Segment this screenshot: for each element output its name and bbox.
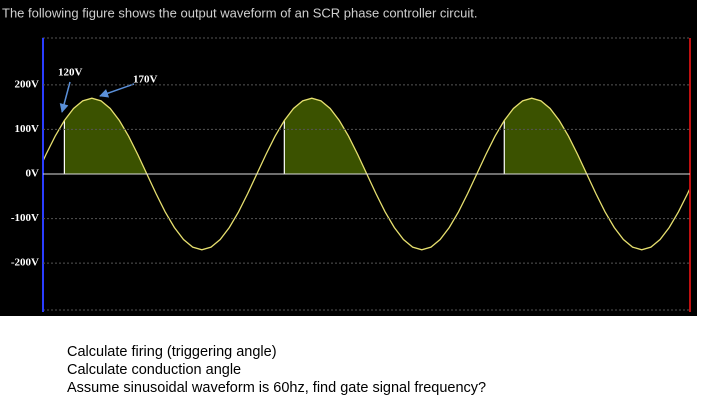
arrow: [99, 83, 135, 98]
conduction-region: [504, 98, 587, 174]
y-tick-label: 0V: [26, 168, 40, 180]
conduction-region: [284, 98, 367, 174]
y-tick-label: -100V: [11, 212, 39, 224]
annotation: 120V: [58, 67, 83, 79]
chart: The following figure shows the output wa…: [0, 0, 697, 316]
question: Calculate firing (triggering angle): [67, 344, 277, 360]
title: The following figure shows the output wa…: [2, 5, 477, 20]
arrow: [59, 81, 71, 113]
annotation: 170V: [133, 74, 158, 86]
conduction-region: [64, 98, 147, 174]
question: Assume sinusoidal waveform is 60hz, find…: [67, 380, 487, 396]
y-tick-label: 100V: [15, 123, 40, 135]
question: Calculate conduction angle: [67, 362, 242, 378]
y-tick-label: 200V: [15, 78, 40, 90]
y-tick-label: -200V: [11, 257, 39, 269]
